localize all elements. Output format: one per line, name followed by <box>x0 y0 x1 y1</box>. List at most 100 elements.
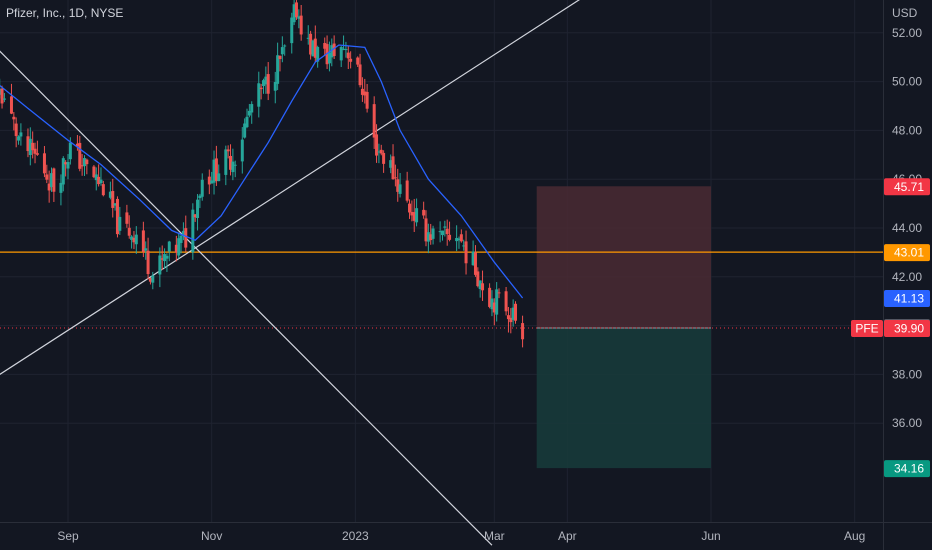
candle <box>412 198 416 233</box>
candle-body <box>250 104 254 113</box>
candle <box>163 248 167 270</box>
candle <box>457 236 461 249</box>
candle <box>299 4 303 41</box>
candle-body <box>2 98 6 100</box>
candle <box>210 171 214 184</box>
candle-body <box>113 203 117 206</box>
candle-body <box>179 235 183 243</box>
price-tag-box <box>884 178 930 196</box>
candle <box>148 277 152 285</box>
candle-body <box>344 49 348 51</box>
time-tick-label: Mar <box>484 529 505 543</box>
candle-body <box>473 252 477 275</box>
candle <box>478 280 482 298</box>
candle <box>459 229 463 243</box>
candle <box>438 221 442 243</box>
candle <box>17 135 21 145</box>
candle-body <box>431 228 435 239</box>
candle-body <box>217 173 221 182</box>
time-tick-label: Aug <box>844 529 865 543</box>
candle <box>506 306 510 333</box>
candle-body <box>311 40 315 57</box>
candle-body <box>438 231 442 233</box>
candle-body <box>45 174 49 180</box>
candle <box>179 235 183 254</box>
candle <box>50 167 54 192</box>
time-tick-label: Apr <box>558 529 577 543</box>
candle-body <box>28 138 32 155</box>
candle-body <box>261 80 265 87</box>
candle <box>273 71 277 104</box>
time-axis: Sep Nov 2023 Mar Apr Jun Aug <box>57 529 865 543</box>
candle-body <box>92 166 96 178</box>
candle-body <box>108 191 112 198</box>
candle <box>382 150 386 173</box>
candle <box>9 83 13 115</box>
candle-body <box>377 151 381 153</box>
candle-body <box>127 227 131 236</box>
candle <box>445 219 449 246</box>
candle-body <box>306 37 310 39</box>
price-tick-label: 50.00 <box>892 75 922 89</box>
price-tag: 41.13 <box>884 290 930 308</box>
candle-body <box>26 136 30 152</box>
candle-body <box>245 116 249 128</box>
candle <box>184 215 188 252</box>
candle-body <box>31 142 35 151</box>
candle <box>132 231 136 250</box>
candle <box>224 145 228 186</box>
candle-body <box>17 136 21 141</box>
candle-body <box>212 159 216 183</box>
candle <box>415 198 419 227</box>
candle <box>250 101 254 124</box>
candle-body <box>82 158 86 167</box>
candle-body <box>259 87 263 90</box>
candle <box>233 160 237 178</box>
trend-line <box>0 50 493 546</box>
candle <box>431 225 435 245</box>
candle <box>264 66 268 94</box>
candle <box>257 71 261 118</box>
candle-body <box>85 159 89 165</box>
candle-body <box>240 139 244 162</box>
candle-body <box>191 209 195 253</box>
candle-body <box>382 152 386 164</box>
price-tick-label: 38.00 <box>892 367 922 381</box>
candle-body <box>165 255 169 259</box>
candle-body <box>247 110 251 116</box>
time-tick-label: Nov <box>201 529 222 543</box>
candle-body <box>358 64 362 86</box>
candles <box>0 0 525 348</box>
candle <box>85 158 89 175</box>
candle <box>473 245 477 277</box>
candle-body <box>415 208 419 223</box>
candle-body <box>148 278 152 282</box>
price-axis: USD52.0050.0048.0046.0044.0042.0040.0038… <box>892 6 922 430</box>
candle-body <box>276 55 280 84</box>
candle <box>276 42 280 91</box>
candle <box>327 41 331 72</box>
candle-body <box>509 317 513 323</box>
candle <box>464 230 468 275</box>
candle-body <box>0 88 4 104</box>
candle <box>243 118 247 139</box>
candle <box>151 271 155 290</box>
candle-body <box>42 153 46 174</box>
candle-body <box>264 76 268 85</box>
candle-body <box>200 179 204 197</box>
candle <box>144 241 148 260</box>
candle <box>365 83 369 113</box>
candle <box>130 235 134 249</box>
candle-body <box>398 184 402 194</box>
candle <box>339 46 343 68</box>
candle <box>66 153 70 180</box>
candle-body <box>521 323 525 340</box>
price-tag-value: 39.90 <box>894 322 924 336</box>
candle-body <box>229 155 233 170</box>
candle-body <box>101 184 105 196</box>
candle-body <box>184 228 188 248</box>
candle <box>311 39 315 57</box>
time-tick-label: Sep <box>57 529 79 543</box>
candle-body <box>132 237 136 243</box>
